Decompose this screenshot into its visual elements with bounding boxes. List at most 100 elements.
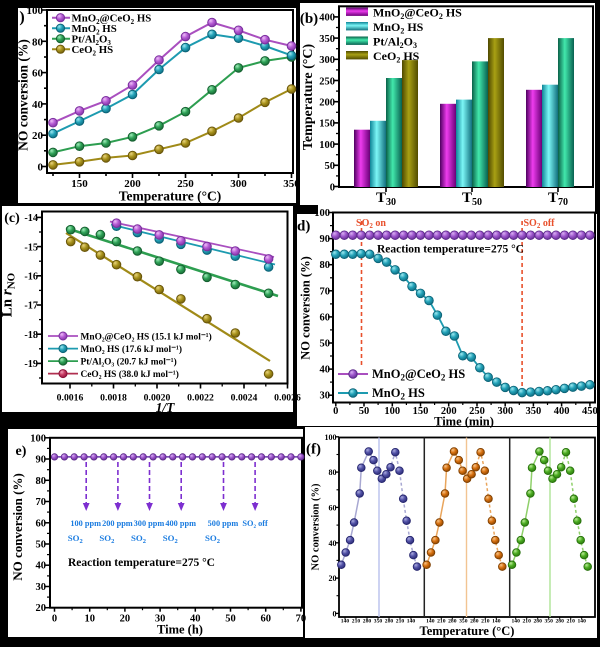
svg-text:100: 100 xyxy=(27,5,44,17)
svg-text:SO2 off: SO2 off xyxy=(523,218,555,230)
svg-text:0.0026: 0.0026 xyxy=(274,393,301,404)
svg-text:SO2: SO2 xyxy=(131,533,146,545)
svg-text:200: 200 xyxy=(124,178,141,190)
svg-text:60: 60 xyxy=(329,503,337,512)
svg-text:40: 40 xyxy=(329,539,337,548)
svg-text:350: 350 xyxy=(545,619,554,625)
svg-text:210: 210 xyxy=(481,619,490,625)
svg-text:40: 40 xyxy=(32,99,44,111)
svg-text:SO2: SO2 xyxy=(205,533,220,545)
svg-text:SO2 off: SO2 off xyxy=(242,519,268,530)
svg-text:350: 350 xyxy=(459,619,468,625)
svg-text:50: 50 xyxy=(225,614,236,625)
svg-text:80: 80 xyxy=(36,476,47,487)
svg-text:210: 210 xyxy=(396,619,405,625)
svg-text:20: 20 xyxy=(32,130,44,142)
svg-text:210: 210 xyxy=(352,619,361,625)
svg-text:(c): (c) xyxy=(4,211,20,226)
svg-text:200: 200 xyxy=(319,98,335,109)
svg-text:Pt/Al2O3: Pt/Al2O3 xyxy=(72,33,112,47)
svg-text:150: 150 xyxy=(319,119,335,130)
svg-text:MnO2 HS: MnO2 HS xyxy=(72,23,117,37)
svg-text:200 ppm: 200 ppm xyxy=(102,519,133,528)
svg-text:0: 0 xyxy=(330,182,335,193)
svg-text:80: 80 xyxy=(320,260,331,271)
svg-text:400 ppm: 400 ppm xyxy=(165,519,196,528)
svg-text:90: 90 xyxy=(320,234,331,245)
svg-text:10: 10 xyxy=(84,614,95,625)
svg-text:250: 250 xyxy=(177,178,194,190)
svg-text:MnO2 HS: MnO2 HS xyxy=(372,386,425,402)
svg-text:20: 20 xyxy=(36,603,47,614)
svg-text:Pt/Al₂O₃ (20.7 kJ mol⁻¹): Pt/Al₂O₃ (20.7 kJ mol⁻¹) xyxy=(81,356,177,367)
svg-text:60: 60 xyxy=(36,518,47,529)
svg-text:30: 30 xyxy=(155,614,166,625)
svg-text:(b): (b) xyxy=(300,11,318,27)
svg-text:-14: -14 xyxy=(24,213,38,224)
svg-text:0.0022: 0.0022 xyxy=(187,393,214,404)
svg-text:Time (h): Time (h) xyxy=(157,623,203,637)
svg-text:100: 100 xyxy=(325,433,337,442)
svg-text:-15: -15 xyxy=(24,242,38,253)
svg-text:140: 140 xyxy=(341,619,350,625)
svg-text:MnO2@CeO2 HS: MnO2@CeO2 HS xyxy=(373,6,462,22)
svg-text:-16: -16 xyxy=(24,272,38,283)
svg-text:Reaction temperature=275 °C: Reaction temperature=275 °C xyxy=(68,557,215,569)
svg-text:NO conversion (%): NO conversion (%) xyxy=(311,483,322,570)
svg-text:280: 280 xyxy=(448,619,457,625)
svg-text:50: 50 xyxy=(325,161,336,172)
svg-text:-17: -17 xyxy=(24,301,38,312)
svg-text:100: 100 xyxy=(384,406,400,417)
svg-text:Reaction temperature=275 °C: Reaction temperature=275 °C xyxy=(377,244,524,256)
svg-text:50: 50 xyxy=(359,406,370,417)
svg-text:0: 0 xyxy=(38,162,44,174)
svg-text:40: 40 xyxy=(320,365,331,376)
svg-text:100 ppm: 100 ppm xyxy=(70,519,101,528)
svg-text:0.0020: 0.0020 xyxy=(144,393,171,404)
svg-text:MnO₂ HS (17.6 kJ mol⁻¹): MnO₂ HS (17.6 kJ mol⁻¹) xyxy=(81,344,182,355)
svg-text:d): d) xyxy=(297,219,310,235)
svg-text:30: 30 xyxy=(320,391,331,402)
svg-text:150: 150 xyxy=(71,178,88,190)
svg-text:0.0024: 0.0024 xyxy=(231,393,258,404)
svg-text:Pt/Al2O3: Pt/Al2O3 xyxy=(373,35,417,51)
svg-text:280: 280 xyxy=(470,619,479,625)
svg-text:150: 150 xyxy=(413,406,429,417)
svg-text:500 ppm: 500 ppm xyxy=(208,519,239,528)
svg-text:280: 280 xyxy=(534,619,543,625)
svg-text:140: 140 xyxy=(492,619,501,625)
svg-text:0: 0 xyxy=(333,609,337,618)
svg-text:50: 50 xyxy=(36,540,47,551)
svg-text:-18: -18 xyxy=(24,330,38,341)
svg-text:280: 280 xyxy=(556,619,565,625)
svg-text:400: 400 xyxy=(319,13,335,24)
svg-text:CeO2 HS: CeO2 HS xyxy=(72,44,114,58)
svg-text:20: 20 xyxy=(120,614,131,625)
svg-text:70: 70 xyxy=(320,286,331,297)
svg-text:0: 0 xyxy=(52,614,57,625)
svg-text:140: 140 xyxy=(512,619,521,625)
svg-text:30: 30 xyxy=(36,582,47,593)
svg-text:SO2: SO2 xyxy=(99,533,114,545)
svg-text:350: 350 xyxy=(374,619,383,625)
svg-text:e): e) xyxy=(16,444,27,459)
svg-text:60: 60 xyxy=(320,312,331,323)
svg-text:SO2: SO2 xyxy=(163,533,178,545)
svg-text:): ) xyxy=(19,9,24,26)
svg-text:-19: -19 xyxy=(24,359,38,370)
svg-text:280: 280 xyxy=(385,619,394,625)
svg-text:350: 350 xyxy=(526,406,542,417)
svg-text:300 ppm: 300 ppm xyxy=(134,519,165,528)
svg-text:140: 140 xyxy=(407,619,416,625)
svg-text:140: 140 xyxy=(578,619,587,625)
svg-text:100: 100 xyxy=(319,140,335,151)
svg-text:0: 0 xyxy=(333,406,338,417)
svg-text:40: 40 xyxy=(36,561,47,572)
svg-text:400: 400 xyxy=(554,406,570,417)
svg-text:300: 300 xyxy=(230,178,247,190)
svg-text:50: 50 xyxy=(320,339,331,350)
svg-text:MnO2@CeO2 HS: MnO2@CeO2 HS xyxy=(372,367,465,383)
svg-text:280: 280 xyxy=(363,619,372,625)
svg-text:SO2 on: SO2 on xyxy=(356,218,386,230)
svg-text:100: 100 xyxy=(30,433,46,444)
